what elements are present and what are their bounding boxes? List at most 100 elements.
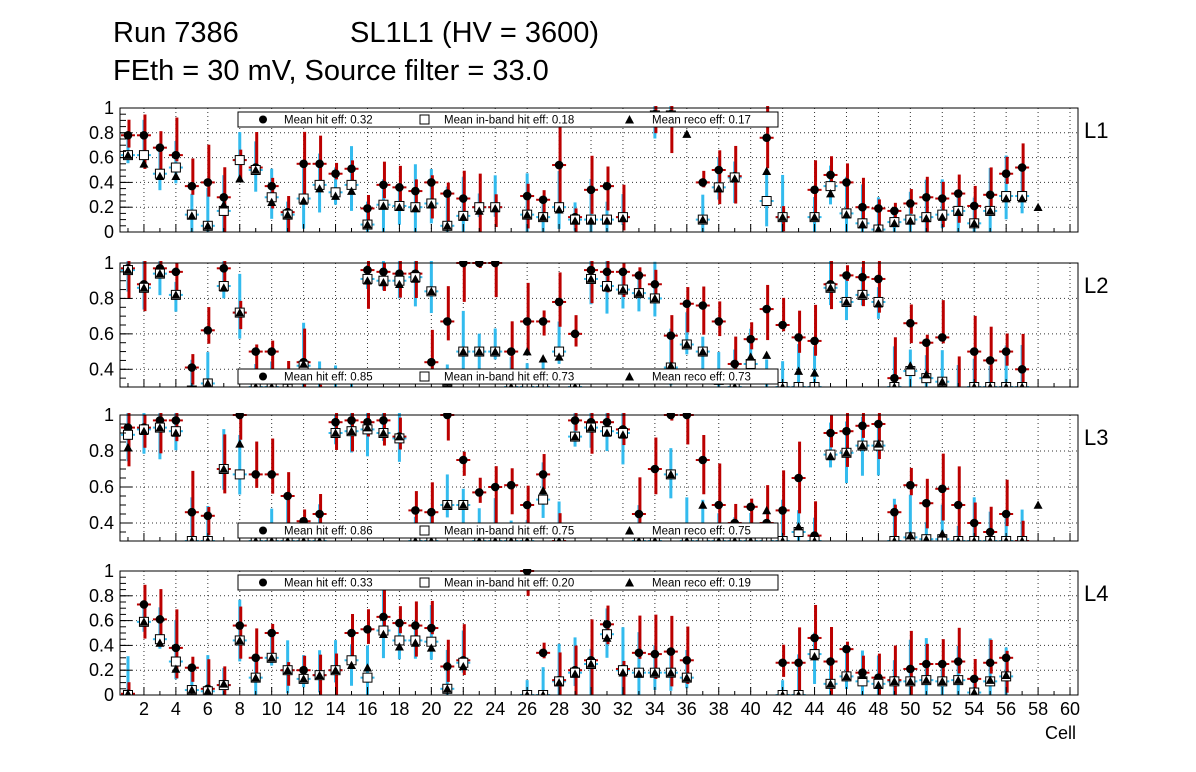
hit-point [570,329,580,339]
hit-point [586,265,596,275]
reco-point [570,669,580,678]
y-tick-label: 0.8 [89,123,114,143]
legend-reco-label: Mean reco eff: 0.17 [652,115,751,127]
reco-point [794,366,804,375]
hit-point [842,644,851,654]
x-tick-label: 4 [171,699,181,719]
reco-point [378,629,388,639]
reco-point [362,276,372,285]
reco-point [586,423,596,432]
reco-point [347,660,357,670]
reco-point [139,283,149,292]
x-tick-label: 26 [517,699,537,719]
hit-point [794,473,803,483]
legend-inband-marker [419,114,430,125]
reco-point [426,643,436,652]
reco-point [889,676,899,686]
hit-point [427,178,436,187]
reco-point [857,441,867,450]
hit-point [458,194,468,203]
reco-point [857,670,867,679]
y-tick-label: 1 [104,405,114,425]
y-tick-label: 1 [104,561,114,581]
x-tick-label: 6 [203,699,213,719]
hit-point [890,507,899,517]
reco-point [921,370,931,379]
x-tick-label: 16 [357,699,377,719]
panels-group: 0 0.2 0.4 0.6 0.8 1 L1 Mean hit eff: 0.32 Mean i… [89,98,1109,743]
hit-point [251,347,261,356]
legend: Mean hit eff: 0.33 Mean in-band hit eff: … [237,574,779,591]
hit-point [187,507,197,517]
hit-point [634,648,644,658]
hit-point [874,419,883,429]
legend-reco-marker [625,115,634,124]
reco-point [682,673,692,682]
reco-point [171,664,181,673]
inband-point [170,162,181,173]
hit-point [618,267,628,277]
reco-point [873,439,883,448]
reco-point [251,165,261,174]
reco-point [139,426,149,435]
hit-point [1017,163,1027,172]
inband-point [538,494,549,505]
reco-point [394,202,404,211]
hit-point [714,500,724,510]
hit-point [379,267,388,277]
legend-hit-marker [259,578,267,587]
reco-point [937,676,947,686]
reco-point [458,212,468,221]
hit-point [602,620,612,629]
reco-point [586,274,596,283]
reco-point [155,171,165,180]
hit-point [251,653,261,663]
hit-point [235,621,245,630]
reco-point [602,633,612,642]
hit-point [858,272,867,282]
reco-point [458,661,468,671]
run-title: Run 7386 [113,17,239,49]
hit-point [922,659,931,669]
hit-point [427,357,436,367]
reco-point [219,200,229,209]
legend: Mean hit eff: 0.32 Mean in-band hit eff: … [237,111,779,128]
reco-point [299,359,309,368]
hit-point [267,347,276,356]
legend-reco-marker [625,372,634,381]
reco-point [522,347,532,356]
legend-hit-marker [259,372,267,381]
y-tick-label: 0.4 [89,635,114,655]
reco-point [905,216,915,225]
legend: Mean hit eff: 0.85 Mean in-band hit eff: … [237,368,779,385]
hit-point [474,488,484,497]
reco-point [953,207,963,216]
hit-point [347,416,356,425]
hit-point [203,178,213,187]
reco-point [251,673,261,682]
legend-hit-label: Mean hit eff: 0.85 [284,372,373,384]
hit-point [411,621,420,630]
legend-reco-label: Mean reco eff: 0.19 [652,578,751,590]
hit-point [937,484,947,494]
reco-point [841,671,851,681]
hit-point [922,338,931,348]
x-tick-label: 54 [964,699,984,719]
x-tick-label: 50 [900,699,920,719]
panel-l4: 0 0.2 0.4 0.6 0.8 1 L4 Mean hit eff: 0.33 Mean i… [89,561,1109,743]
reco-point [538,354,548,363]
reco-point [378,428,388,437]
reco-point [442,221,452,230]
hit-point [890,373,899,383]
reco-point [698,215,708,224]
hit-point [778,658,787,668]
reco-point [538,486,548,495]
hit-point [299,665,308,675]
inband-point [362,672,373,683]
hit-point [331,169,340,179]
reco-point [331,191,341,200]
hit-point [602,417,612,427]
reco-point [634,288,644,297]
hit-point [123,423,133,432]
